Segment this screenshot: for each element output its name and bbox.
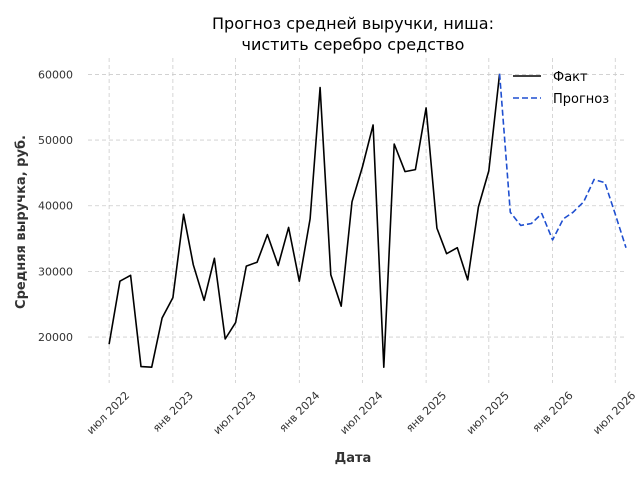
x-tick-label: июл 2024	[337, 389, 385, 437]
x-tick-label: янв 2026	[530, 389, 576, 435]
y-tick-label: 30000	[38, 265, 73, 278]
series-lines	[108, 73, 627, 368]
y-tick-label: 60000	[38, 68, 73, 81]
legend: Факт Прогноз	[513, 70, 609, 107]
y-axis-ticks: 20000 30000 40000 50000 60000	[38, 68, 73, 344]
x-tick-label: янв 2025	[403, 389, 449, 435]
grid	[88, 58, 626, 383]
x-axis-ticks: июл 2022 янв 2023 июл 2023 янв 2024 июл 2024…	[84, 389, 638, 437]
x-tick-label: июл 2022	[84, 389, 132, 437]
legend-label-fact: Факт	[553, 70, 588, 85]
x-tick-label: июл 2026	[590, 389, 638, 437]
x-axis-label: Дата	[335, 451, 372, 466]
series-line-forecast	[498, 73, 627, 248]
y-axis-label: Средняя выручка, руб.	[14, 135, 29, 309]
y-tick-label: 40000	[38, 200, 73, 213]
legend-label-forecast: Прогноз	[553, 92, 609, 107]
chart-title-line-2: чистить серебро средство	[242, 35, 465, 54]
chart-title-line-1: Прогноз средней выручки, ниша:	[212, 14, 494, 33]
x-tick-label: янв 2024	[277, 389, 323, 435]
y-tick-label: 50000	[38, 134, 73, 147]
x-tick-label: июл 2025	[464, 389, 512, 437]
x-tick-label: июл 2023	[211, 389, 259, 437]
x-tick-label: янв 2023	[150, 389, 196, 435]
series-line-fact	[108, 73, 501, 368]
y-tick-label: 20000	[38, 331, 73, 344]
